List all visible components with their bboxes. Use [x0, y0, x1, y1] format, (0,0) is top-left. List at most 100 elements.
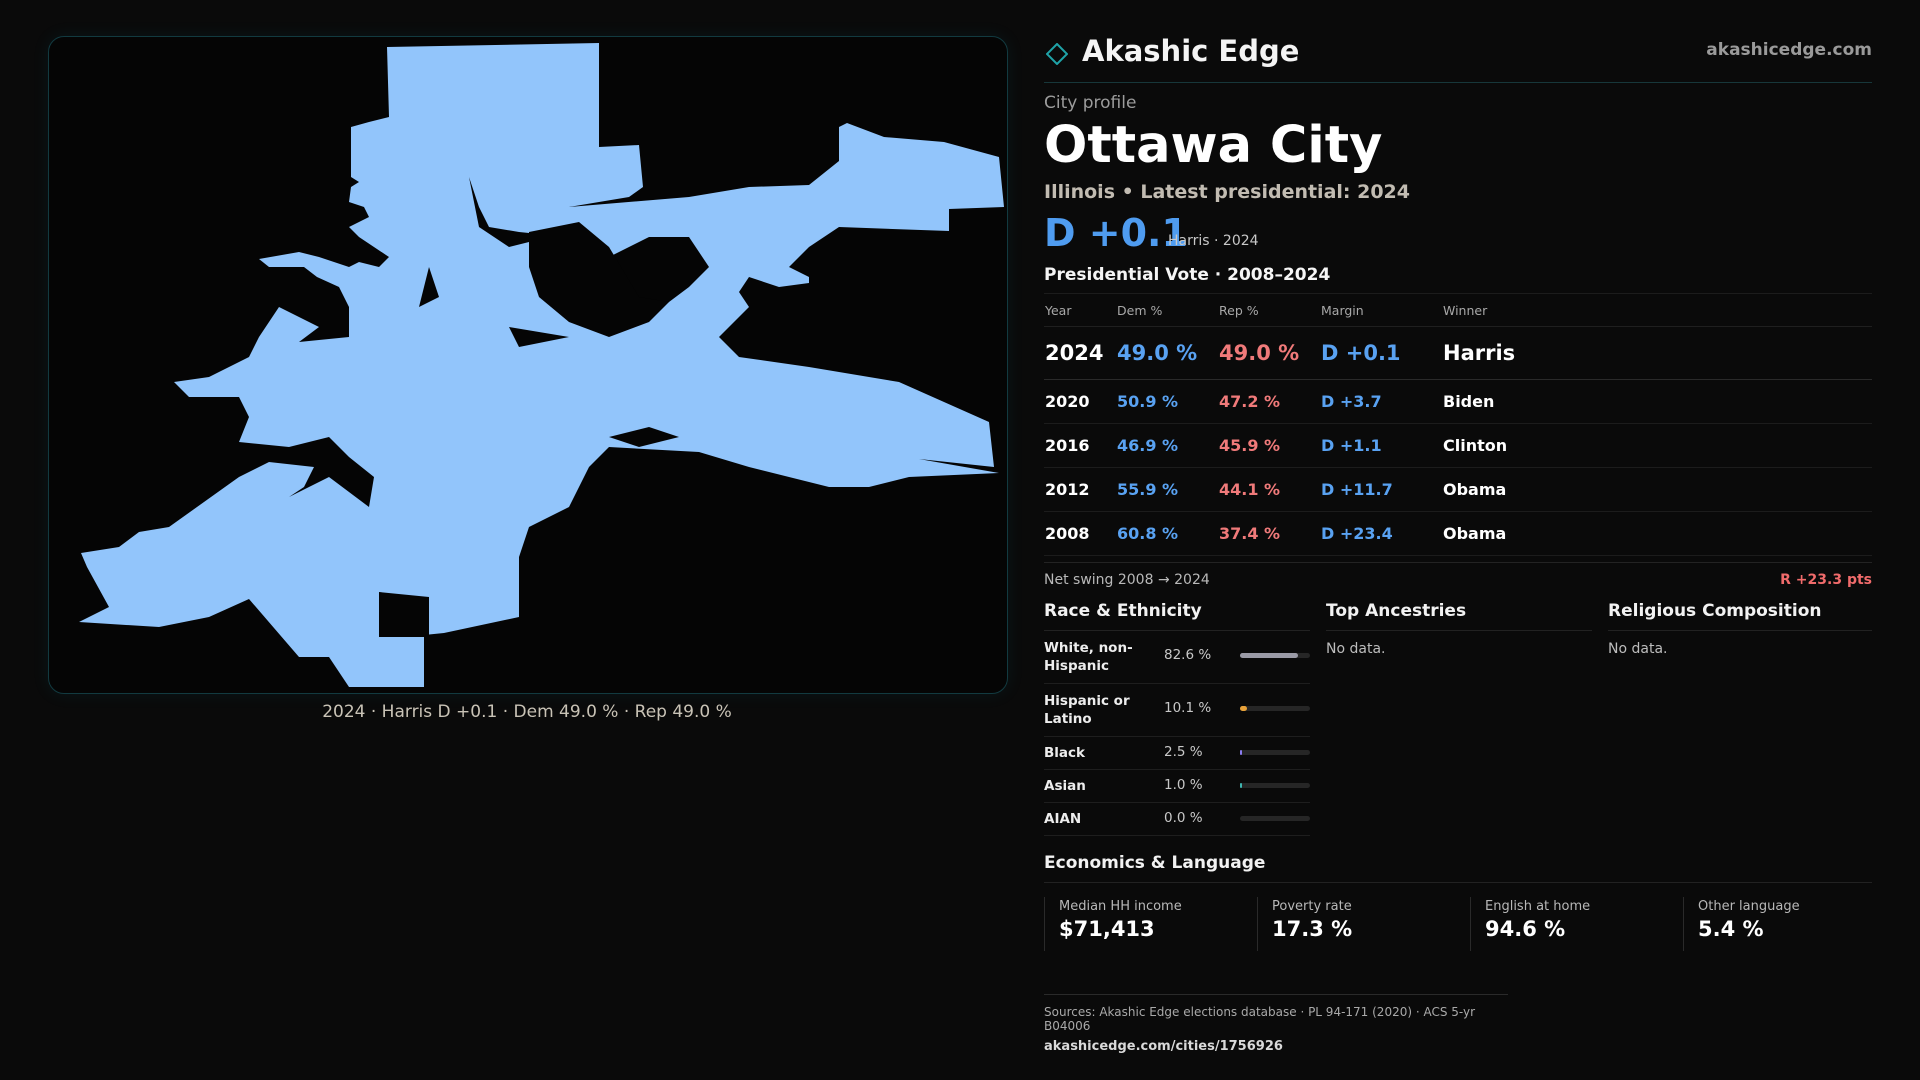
- cell-margin: D +1.1: [1320, 423, 1442, 468]
- table-row: 2024 49.0 % 49.0 % D +0.1 Harris: [1044, 326, 1872, 380]
- header-winner: Winner: [1442, 294, 1872, 327]
- race-bar-fill: [1240, 706, 1248, 711]
- cell-dem: 46.9 %: [1116, 423, 1218, 468]
- stat-english-home: English at home 94.6 %: [1470, 897, 1683, 951]
- cell-winner: Obama: [1442, 511, 1872, 556]
- race-percent: 82.6 %: [1164, 647, 1212, 663]
- cell-dem: 55.9 %: [1116, 467, 1218, 512]
- race-row: Asian 1.0 %: [1044, 770, 1310, 803]
- race-percent: 2.5 %: [1164, 744, 1203, 760]
- demographics-section: Race & Ethnicity White, non-Hispanic 82.6…: [1044, 601, 1872, 853]
- race-bar-track: [1240, 653, 1310, 658]
- cell-winner: Obama: [1442, 467, 1872, 512]
- map-enclave: [379, 592, 429, 637]
- race-list: White, non-Hispanic 82.6 % Hispanic or Lat…: [1044, 631, 1310, 836]
- cell-winner: Harris: [1442, 326, 1872, 380]
- stat-poverty-rate: Poverty rate 17.3 %: [1257, 897, 1470, 951]
- race-bar-track: [1240, 783, 1310, 788]
- profile-panel: Akashic Edge akashicedge.com City profil…: [1044, 30, 1872, 977]
- religion-empty: No data.: [1608, 641, 1668, 657]
- stat-value: 94.6 %: [1485, 917, 1566, 941]
- diamond-logo-icon: [1046, 43, 1068, 65]
- sources-text: Sources: Akashic Edge elections database…: [1044, 1005, 1476, 1033]
- table-row: 2008 60.8 % 37.4 % D +23.4 Obama: [1044, 511, 1872, 556]
- city-map[interactable]: [48, 36, 1008, 694]
- stat-median-income: Median HH income $71,413: [1044, 897, 1257, 951]
- table-row: 2016 46.9 % 45.9 % D +1.1 Clinton: [1044, 423, 1872, 468]
- cell-rep: 49.0 %: [1218, 326, 1320, 380]
- race-title: Race & Ethnicity: [1044, 601, 1310, 631]
- religion-title: Religious Composition: [1608, 601, 1872, 631]
- brand-header: Akashic Edge akashicedge.com: [1044, 30, 1872, 83]
- race-bar-track: [1240, 816, 1310, 821]
- race-label: Black: [1044, 745, 1086, 761]
- vote-table: Year Dem % Rep % Margin Winner 2024 49.0…: [1044, 294, 1872, 556]
- cell-margin: D +3.7: [1320, 379, 1442, 424]
- cell-year: 2024: [1044, 326, 1116, 380]
- cell-margin: D +0.1: [1320, 326, 1442, 380]
- footer: Sources: Akashic Edge elections database…: [1044, 994, 1508, 1054]
- header-margin: Margin: [1320, 294, 1442, 327]
- race-percent: 0.0 %: [1164, 810, 1203, 826]
- religion-panel: Religious Composition No data.: [1608, 601, 1872, 657]
- header-year: Year: [1044, 294, 1116, 327]
- table-row: 2012 55.9 % 44.1 % D +11.7 Obama: [1044, 467, 1872, 512]
- stat-value: 5.4 %: [1698, 917, 1764, 941]
- latest-margin: D +0.1 Harris · 2024: [1044, 211, 1872, 257]
- latest-margin-value: D +0.1: [1044, 211, 1188, 255]
- stat-value: $71,413: [1059, 917, 1155, 941]
- stat-label: Other language: [1698, 899, 1800, 914]
- table-row: 2020 50.9 % 47.2 % D +3.7 Biden: [1044, 379, 1872, 424]
- cell-rep: 47.2 %: [1218, 379, 1320, 424]
- vote-table-header: Year Dem % Rep % Margin Winner: [1044, 294, 1872, 327]
- economics-grid: Median HH income $71,413 Poverty rate 17…: [1044, 897, 1872, 977]
- cell-year: 2012: [1044, 467, 1116, 512]
- ancestries-title: Top Ancestries: [1326, 601, 1592, 631]
- race-bar-track: [1240, 706, 1310, 711]
- stat-other-language: Other language 5.4 %: [1683, 897, 1896, 951]
- cell-year: 2016: [1044, 423, 1116, 468]
- vote-section-title: Presidential Vote · 2008–2024: [1044, 265, 1872, 294]
- cell-rep: 45.9 %: [1218, 423, 1320, 468]
- race-row: Black 2.5 %: [1044, 737, 1310, 770]
- map-enclave: [419, 267, 439, 307]
- cell-winner: Clinton: [1442, 423, 1872, 468]
- map-enclave: [529, 222, 669, 337]
- ancestries-empty: No data.: [1326, 641, 1386, 657]
- cell-winner: Biden: [1442, 379, 1872, 424]
- race-label: White, non-Hispanic: [1044, 640, 1133, 674]
- net-swing-label: Net swing 2008 → 2024: [1044, 572, 1210, 588]
- cell-dem: 49.0 %: [1116, 326, 1218, 380]
- map-caption: 2024 · Harris D +0.1 · Dem 49.0 % · Rep …: [322, 702, 732, 722]
- city-url-link[interactable]: akashicedge.com/cities/1756926: [1044, 1039, 1283, 1054]
- race-bar-fill: [1240, 653, 1298, 658]
- cell-margin: D +23.4: [1320, 511, 1442, 556]
- profile-eyebrow: City profile: [1044, 93, 1137, 113]
- stat-value: 17.3 %: [1272, 917, 1353, 941]
- cell-year: 2020: [1044, 379, 1116, 424]
- stat-label: Poverty rate: [1272, 899, 1352, 914]
- cell-rep: 37.4 %: [1218, 511, 1320, 556]
- header-rep: Rep %: [1218, 294, 1320, 327]
- cell-dem: 50.9 %: [1116, 379, 1218, 424]
- stat-label: English at home: [1485, 899, 1591, 914]
- economics-title: Economics & Language: [1044, 853, 1872, 883]
- race-row: Hispanic or Latino 10.1 %: [1044, 684, 1310, 737]
- city-boundary-shape: [79, 43, 1004, 687]
- map-enclave: [609, 427, 679, 447]
- race-percent: 10.1 %: [1164, 700, 1212, 716]
- net-swing: Net swing 2008 → 2024 R +23.3 pts: [1044, 562, 1872, 601]
- race-label: AIAN: [1044, 811, 1082, 827]
- race-row: AIAN 0.0 %: [1044, 803, 1310, 836]
- page-title: Ottawa City: [1044, 116, 1383, 175]
- cell-margin: D +11.7: [1320, 467, 1442, 512]
- cell-year: 2008: [1044, 511, 1116, 556]
- brand-name: Akashic Edge: [1082, 34, 1300, 68]
- race-percent: 1.0 %: [1164, 777, 1203, 793]
- race-bar-fill: [1240, 783, 1242, 788]
- cell-dem: 60.8 %: [1116, 511, 1218, 556]
- profile-subtitle: Illinois • Latest presidential: 2024: [1044, 181, 1411, 203]
- race-label: Hispanic or Latino: [1044, 693, 1130, 727]
- cell-rep: 44.1 %: [1218, 467, 1320, 512]
- brand-url-link[interactable]: akashicedge.com: [1706, 40, 1872, 60]
